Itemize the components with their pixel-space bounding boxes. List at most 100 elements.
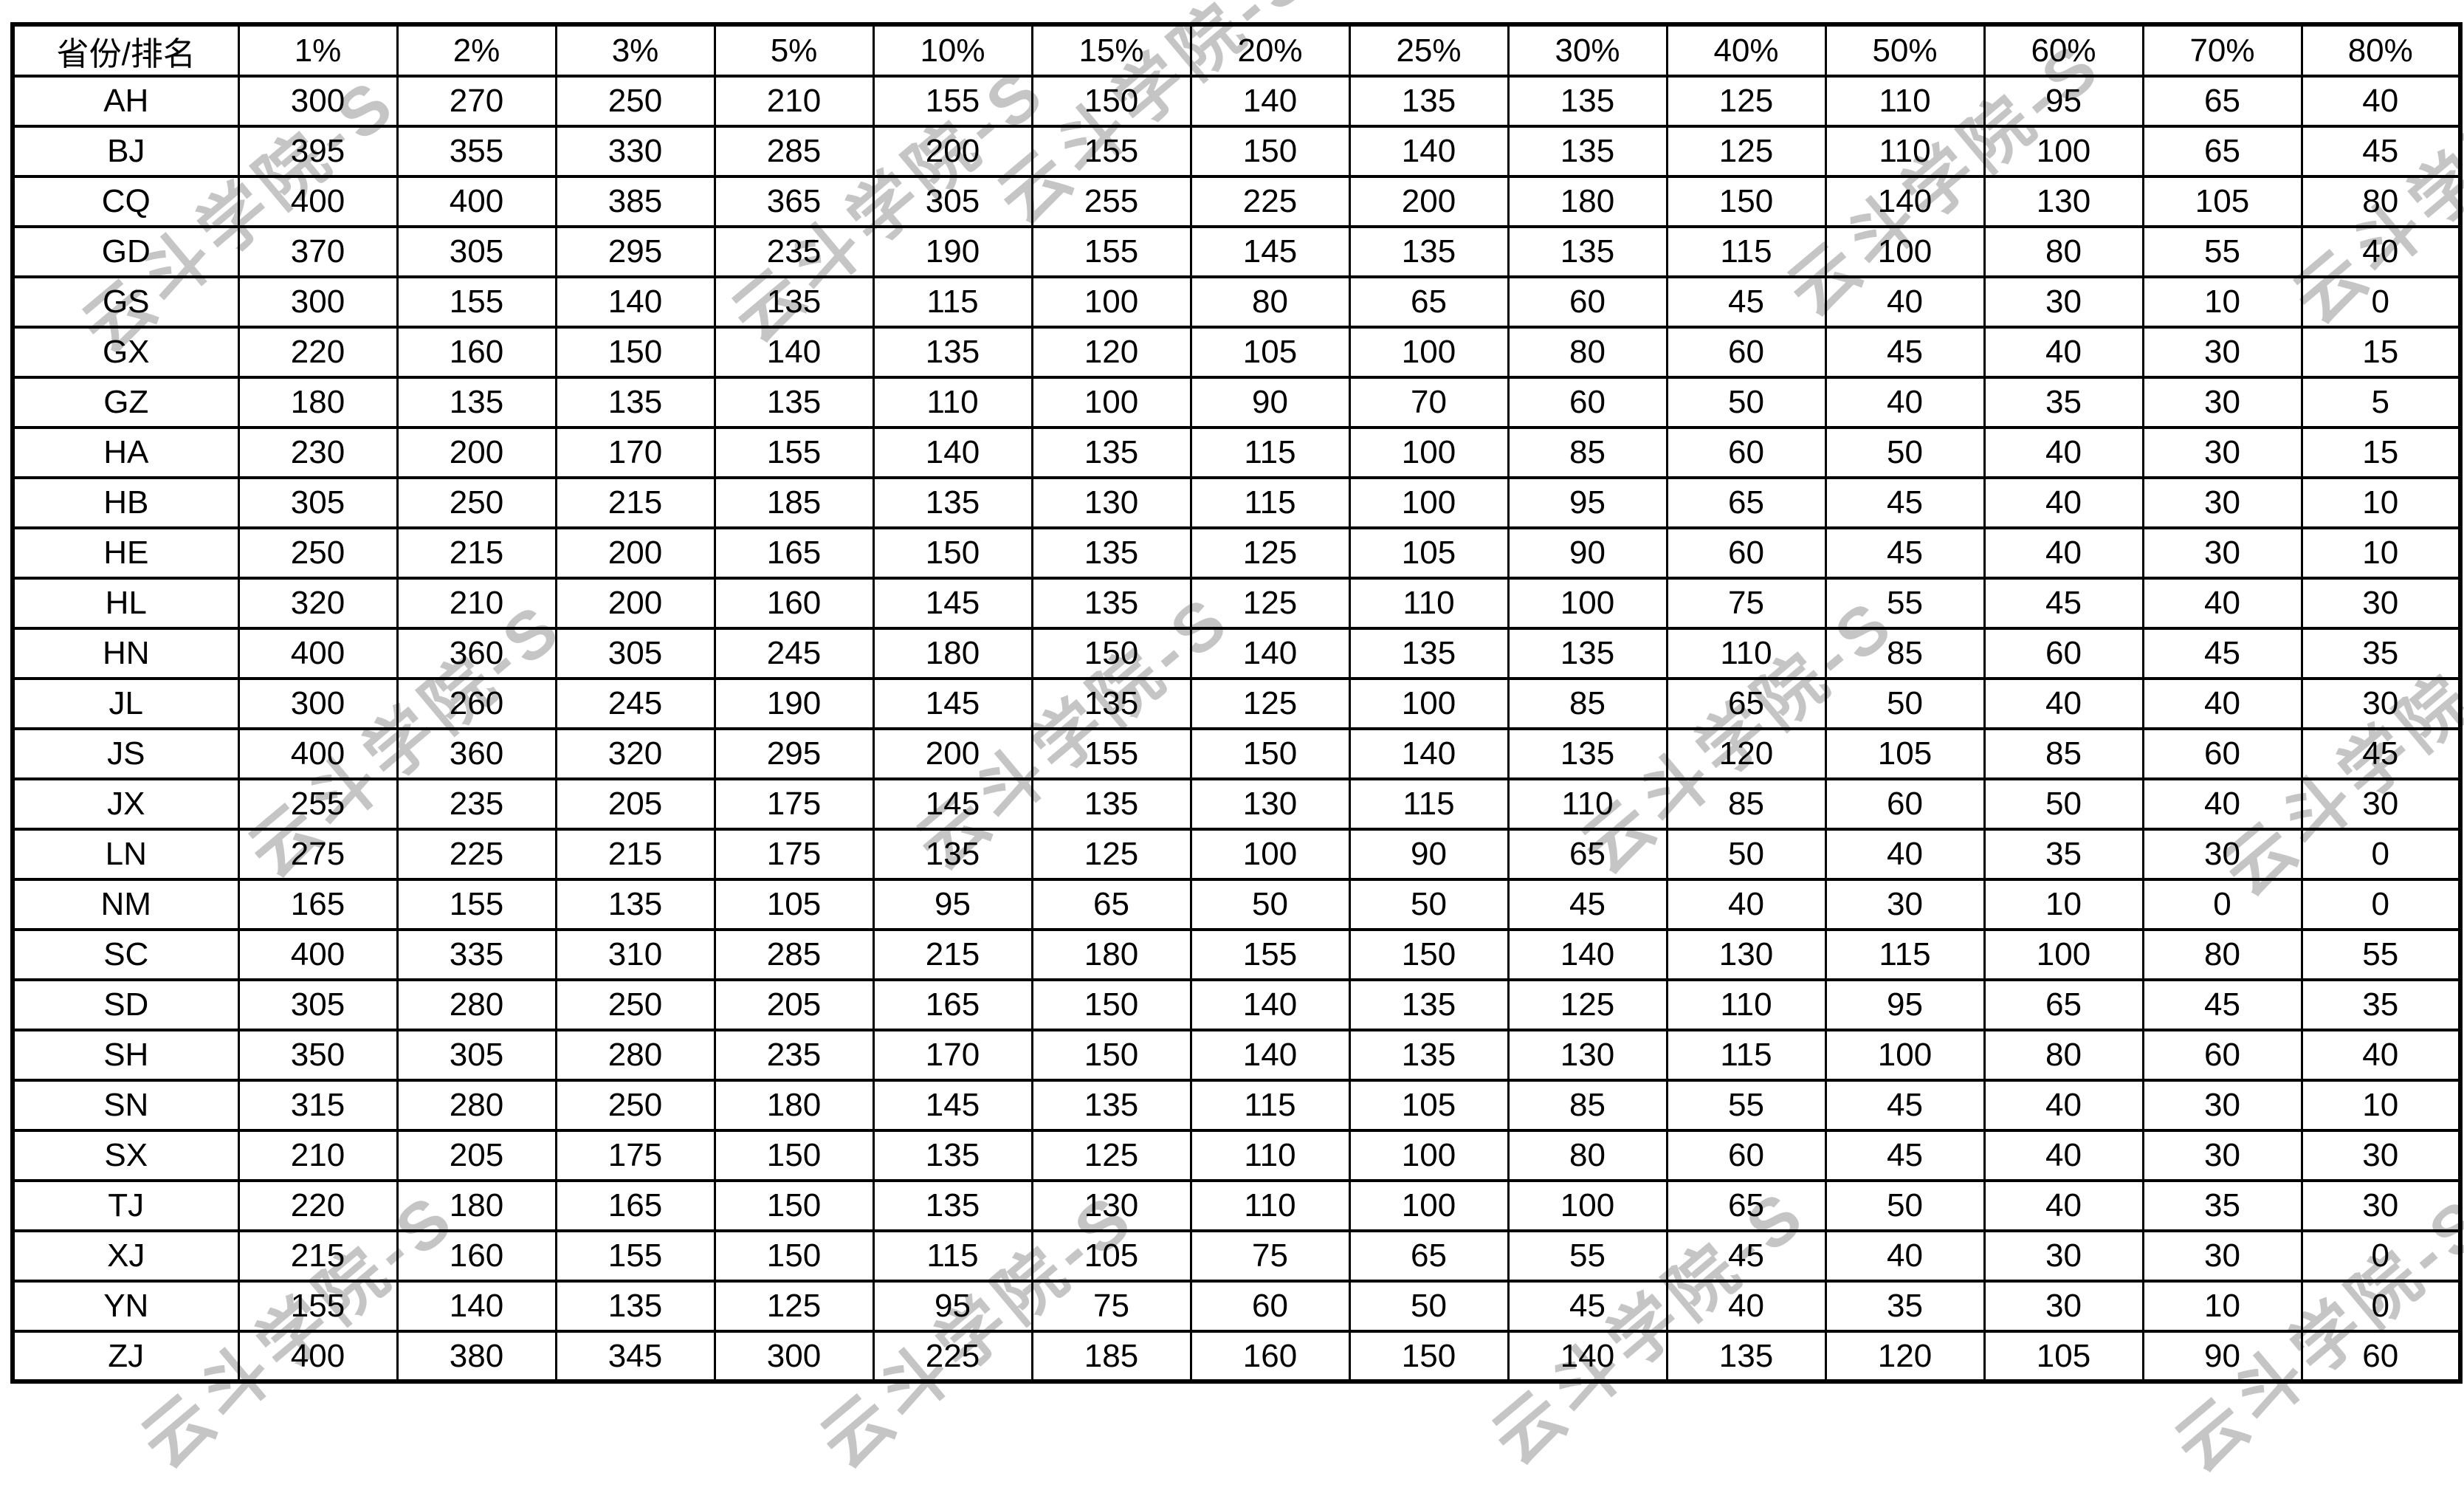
value-cell: 100: [1348, 1179, 1510, 1232]
value-cell: 35: [2300, 978, 2462, 1031]
value-cell: 45: [1507, 878, 1668, 931]
value-cell: 120: [1824, 1330, 1986, 1383]
value-cell: 200: [554, 577, 716, 630]
value-cell: 125: [1189, 526, 1351, 580]
value-cell: 55: [2141, 225, 2303, 278]
value-cell: 100: [1189, 828, 1351, 881]
value-cell: 135: [554, 878, 716, 931]
value-cell: 45: [1507, 1280, 1668, 1333]
value-cell: 150: [713, 1229, 875, 1283]
value-cell: 155: [1189, 928, 1351, 981]
value-cell: 155: [237, 1280, 399, 1333]
value-cell: 115: [1189, 476, 1351, 529]
value-cell: 135: [1348, 1029, 1510, 1082]
value-cell: 100: [1348, 476, 1510, 529]
value-cell: 180: [237, 376, 399, 429]
value-cell: 210: [396, 577, 557, 630]
value-cell: 45: [1824, 1129, 1986, 1182]
value-cell: 45: [2300, 727, 2462, 780]
value-cell: 130: [1507, 1029, 1668, 1082]
value-cell: 35: [1824, 1280, 1986, 1333]
value-cell: 255: [1030, 175, 1192, 228]
value-cell: 55: [2300, 928, 2462, 981]
value-cell: 10: [2141, 275, 2303, 329]
value-cell: 165: [237, 878, 399, 931]
value-cell: 105: [713, 878, 875, 931]
value-cell: 345: [554, 1330, 716, 1383]
value-cell: 140: [713, 326, 875, 379]
value-cell: 135: [1030, 1079, 1192, 1132]
value-cell: 160: [396, 1229, 557, 1283]
value-cell: 220: [237, 1179, 399, 1232]
value-cell: 50: [1348, 1280, 1510, 1333]
column-header: 60%: [1983, 23, 2144, 78]
value-cell: 130: [1983, 175, 2144, 228]
value-cell: 85: [1507, 426, 1668, 479]
value-cell: 185: [713, 476, 875, 529]
value-cell: 135: [554, 376, 716, 429]
value-cell: 30: [2141, 526, 2303, 580]
value-cell: 225: [872, 1330, 1033, 1383]
value-cell: 160: [396, 326, 557, 379]
value-cell: 30: [2141, 1079, 2303, 1132]
value-cell: 140: [1348, 727, 1510, 780]
value-cell: 215: [237, 1229, 399, 1283]
value-cell: 170: [872, 1029, 1033, 1082]
value-cell: 270: [396, 75, 557, 128]
value-cell: 125: [713, 1280, 875, 1333]
value-cell: 30: [2300, 577, 2462, 630]
value-cell: 95: [872, 878, 1033, 931]
value-cell: 190: [872, 225, 1033, 278]
table-row: CQ 400 400 385 365 305 255 225 200 180 150 140 130 10…: [11, 175, 2462, 228]
column-header: 15%: [1030, 23, 1192, 78]
value-cell: 30: [1983, 275, 2144, 329]
value-cell: 60: [1665, 526, 1827, 580]
table-row: SH 350 305 280 235 170 150 140 135 130 115 100 80 60 4…: [11, 1029, 2462, 1082]
value-cell: 385: [554, 175, 716, 228]
value-cell: 145: [1189, 225, 1351, 278]
value-cell: 40: [1665, 1280, 1827, 1333]
value-cell: 65: [1983, 978, 2144, 1031]
value-cell: 100: [1824, 225, 1986, 278]
value-cell: 40: [2300, 1029, 2462, 1082]
value-cell: 60: [1189, 1280, 1351, 1333]
value-cell: 75: [1189, 1229, 1351, 1283]
province-cell: TJ: [11, 1179, 240, 1232]
value-cell: 40: [1983, 1129, 2144, 1182]
value-cell: 80: [1983, 225, 2144, 278]
province-cell: GD: [11, 225, 240, 278]
value-cell: 65: [1348, 1229, 1510, 1283]
value-cell: 45: [1824, 526, 1986, 580]
value-cell: 125: [1507, 978, 1668, 1031]
value-cell: 0: [2300, 1229, 2462, 1283]
province-cell: XJ: [11, 1229, 240, 1283]
table-row: NM 165 155 135 105 95 65 50 50 45 40 30 10 0 0: [11, 878, 2462, 931]
value-cell: 250: [554, 75, 716, 128]
value-cell: 40: [1983, 326, 2144, 379]
value-cell: 30: [2141, 426, 2303, 479]
value-cell: 150: [1189, 727, 1351, 780]
value-cell: 105: [1983, 1330, 2144, 1383]
value-cell: 135: [396, 376, 557, 429]
value-cell: 100: [1348, 677, 1510, 730]
value-cell: 225: [1189, 175, 1351, 228]
value-cell: 40: [1824, 275, 1986, 329]
value-cell: 320: [237, 577, 399, 630]
table-row: HE 250 215 200 165 150 135 125 105 90 60 45 40 30 10: [11, 526, 2462, 580]
value-cell: 50: [1189, 878, 1351, 931]
value-cell: 30: [2300, 1179, 2462, 1232]
value-cell: 80: [2141, 928, 2303, 981]
value-cell: 140: [1189, 978, 1351, 1031]
value-cell: 295: [554, 225, 716, 278]
province-cell: HE: [11, 526, 240, 580]
value-cell: 215: [872, 928, 1033, 981]
value-cell: 60: [2141, 727, 2303, 780]
value-cell: 40: [1983, 677, 2144, 730]
value-cell: 35: [2141, 1179, 2303, 1232]
value-cell: 300: [237, 275, 399, 329]
table-row: HL 320 210 200 160 145 135 125 110 100 75 55 45 40 30: [11, 577, 2462, 630]
value-cell: 125: [1189, 577, 1351, 630]
province-cell: SH: [11, 1029, 240, 1082]
value-cell: 30: [2300, 677, 2462, 730]
value-cell: 140: [1824, 175, 1986, 228]
